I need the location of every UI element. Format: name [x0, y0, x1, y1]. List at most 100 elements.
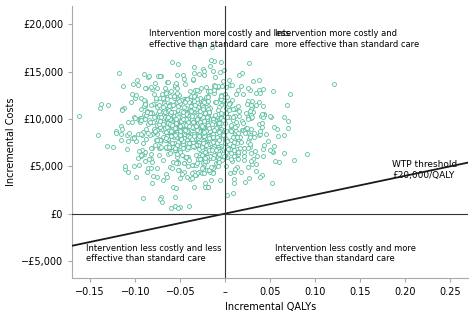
- Point: [205, 135, 213, 141]
- Point: [195, 130, 203, 135]
- Point: [206, 110, 213, 115]
- Point: [237, 145, 244, 150]
- Point: [156, 121, 164, 127]
- Point: [239, 91, 246, 96]
- Point: [208, 122, 216, 127]
- Point: [144, 130, 151, 135]
- Point: [175, 123, 182, 128]
- Point: [183, 121, 191, 126]
- Point: [169, 126, 177, 131]
- Point: [169, 159, 176, 164]
- Point: [210, 59, 218, 64]
- Point: [205, 140, 212, 145]
- Point: [156, 111, 164, 116]
- Point: [198, 170, 206, 175]
- Point: [164, 122, 172, 127]
- Point: [197, 113, 205, 118]
- Point: [218, 96, 225, 101]
- Point: [140, 196, 147, 201]
- Point: [249, 104, 256, 109]
- Point: [222, 106, 230, 111]
- Point: [161, 85, 168, 90]
- Point: [170, 93, 177, 98]
- Point: [180, 138, 187, 143]
- Point: [219, 131, 227, 136]
- Point: [126, 131, 133, 136]
- Point: [233, 122, 241, 128]
- Point: [194, 123, 202, 128]
- Point: [183, 111, 191, 116]
- Point: [199, 100, 207, 105]
- Point: [173, 73, 181, 78]
- Point: [165, 142, 173, 148]
- Point: [164, 146, 172, 151]
- Point: [230, 169, 237, 175]
- Point: [248, 158, 255, 163]
- Point: [137, 118, 145, 123]
- Point: [181, 170, 188, 175]
- Point: [207, 177, 215, 183]
- Point: [164, 105, 172, 110]
- Point: [200, 128, 208, 134]
- Point: [196, 120, 203, 125]
- Point: [171, 128, 178, 133]
- Point: [205, 125, 212, 130]
- Point: [203, 144, 211, 149]
- Point: [159, 136, 167, 142]
- Point: [192, 173, 200, 178]
- Point: [160, 104, 167, 109]
- Point: [155, 137, 163, 142]
- Point: [151, 142, 159, 148]
- Point: [161, 138, 169, 143]
- Point: [248, 162, 256, 167]
- Point: [199, 140, 206, 145]
- Point: [249, 109, 256, 114]
- Point: [168, 123, 176, 128]
- Point: [143, 169, 150, 175]
- Point: [201, 156, 209, 161]
- Point: [173, 90, 181, 95]
- Text: Intervention less costly and more
effective than standard care: Intervention less costly and more effect…: [275, 244, 416, 263]
- Point: [191, 97, 198, 102]
- Point: [190, 102, 198, 107]
- Point: [221, 91, 229, 96]
- Point: [226, 83, 234, 88]
- Point: [208, 45, 216, 50]
- Point: [210, 146, 218, 151]
- Point: [153, 105, 161, 110]
- Point: [149, 102, 156, 107]
- Point: [200, 118, 208, 123]
- Point: [188, 170, 196, 175]
- Point: [260, 103, 267, 108]
- Point: [158, 112, 165, 117]
- Point: [244, 116, 252, 121]
- Point: [146, 119, 154, 124]
- Point: [269, 149, 277, 154]
- Point: [176, 123, 183, 128]
- Point: [173, 155, 181, 160]
- Point: [216, 178, 224, 183]
- Point: [246, 145, 254, 150]
- Point: [232, 119, 240, 124]
- Point: [171, 116, 179, 121]
- Point: [249, 114, 256, 120]
- Point: [214, 112, 222, 117]
- Point: [136, 119, 144, 124]
- Point: [137, 116, 144, 121]
- Point: [199, 131, 207, 136]
- Point: [174, 205, 182, 210]
- Point: [218, 93, 225, 98]
- Point: [113, 131, 120, 136]
- Point: [191, 122, 199, 127]
- Point: [172, 185, 180, 190]
- Point: [117, 131, 125, 136]
- Point: [209, 116, 217, 121]
- Point: [230, 148, 237, 153]
- Point: [176, 132, 183, 137]
- Point: [162, 123, 170, 128]
- Point: [215, 121, 223, 126]
- Point: [184, 112, 191, 117]
- Point: [188, 137, 196, 142]
- Point: [206, 168, 213, 173]
- Point: [148, 132, 156, 137]
